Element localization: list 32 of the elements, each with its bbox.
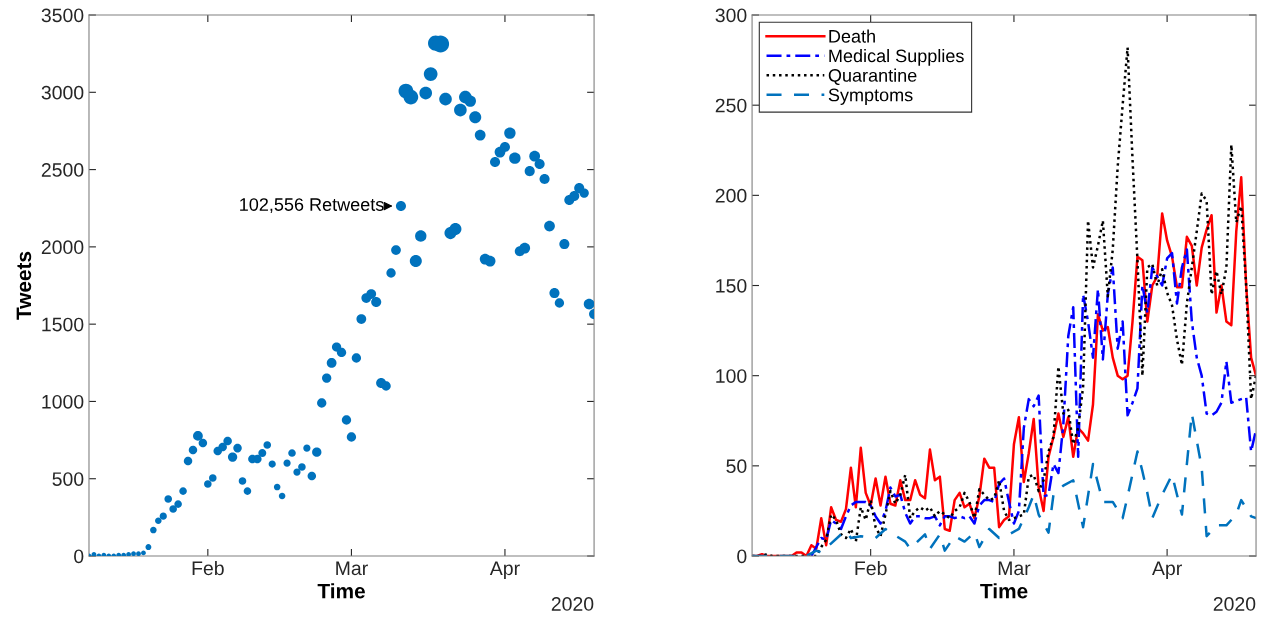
y-tick-label: 300 <box>715 8 747 23</box>
x-tick-label: Mar <box>336 561 368 576</box>
text: 2020 <box>551 597 594 611</box>
x-tick-label: Feb <box>855 560 887 576</box>
y-tick-label: 100 <box>716 369 747 383</box>
legend-label: Symptoms <box>828 88 913 105</box>
legend-label: Medical Supplies <box>829 49 964 66</box>
y-tick-label: 3000 <box>41 85 84 100</box>
y-tick-label: 1000 <box>42 394 84 409</box>
x-axis-title: Time <box>317 583 365 599</box>
x-tick-label: Apr <box>489 561 520 579</box>
line-series <box>810 248 1257 557</box>
y-tick-label: 150 <box>716 278 747 293</box>
text: 2020 <box>1213 597 1256 611</box>
y-tick-label: 1500 <box>42 317 84 332</box>
x-tick-label: Apr <box>1152 561 1182 579</box>
y-tick-label: 200 <box>715 188 747 203</box>
legend-label: Quarantine <box>828 68 917 86</box>
y-tick-label: 250 <box>715 98 747 113</box>
y-tick-label: 3500 <box>41 8 84 23</box>
y-tick-label: 500 <box>52 472 84 486</box>
y-tick-label: 2000 <box>41 240 84 255</box>
y-tick-label: 50 <box>726 459 747 474</box>
legend-label: Death <box>829 29 875 43</box>
x-tick-label: Mar <box>998 561 1031 576</box>
y-tick-label: 0 <box>737 549 747 564</box>
annotation: 102,556 Retweets <box>240 198 384 214</box>
y-axis-title: Tweets <box>16 251 32 320</box>
x-axis-title: Time <box>980 583 1028 599</box>
y-tick-label: 0 <box>74 549 84 564</box>
y-tick-label: 2500 <box>41 163 84 177</box>
x-tick-label: Feb <box>192 560 224 576</box>
